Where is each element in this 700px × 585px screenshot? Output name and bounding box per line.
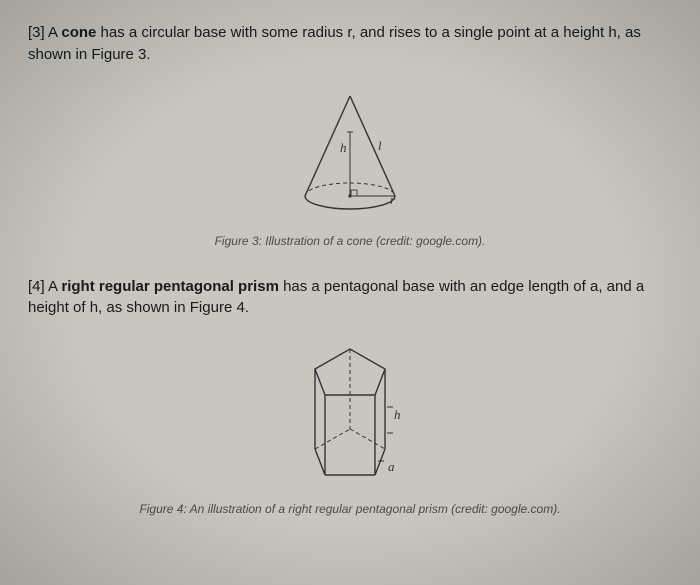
- problem-3-text: [3] A cone has a circular base with some…: [28, 22, 672, 66]
- figure-4: ha Figure 4: An illustration of a right …: [28, 337, 672, 516]
- problem-3-before: A: [45, 24, 62, 41]
- figure-3-caption: Figure 3: Illustration of a cone (credit…: [215, 234, 486, 248]
- problem-3-number: [3]: [28, 24, 45, 41]
- svg-text:h: h: [340, 140, 347, 155]
- cone-illustration: h l r: [270, 84, 430, 224]
- problem-4-text: [4] A right regular pentagonal prism has…: [28, 276, 672, 320]
- problem-3-after: has a circular base with some radius r, …: [28, 24, 641, 63]
- problem-4-term: right regular pentagonal prism: [61, 278, 279, 295]
- svg-text:l: l: [378, 138, 382, 153]
- figure-3: h l r Figure 3: Illustration of a cone (cr…: [28, 84, 672, 248]
- figure-4-caption: Figure 4: An illustration of a right reg…: [139, 502, 560, 516]
- problem-3-term: cone: [61, 24, 96, 41]
- problem-4-before: A: [45, 278, 62, 295]
- svg-text:a: a: [388, 459, 395, 474]
- svg-text:h: h: [394, 407, 401, 422]
- svg-text:r: r: [390, 192, 396, 207]
- problem-4-number: [4]: [28, 278, 45, 295]
- prism-illustration: ha: [260, 337, 440, 492]
